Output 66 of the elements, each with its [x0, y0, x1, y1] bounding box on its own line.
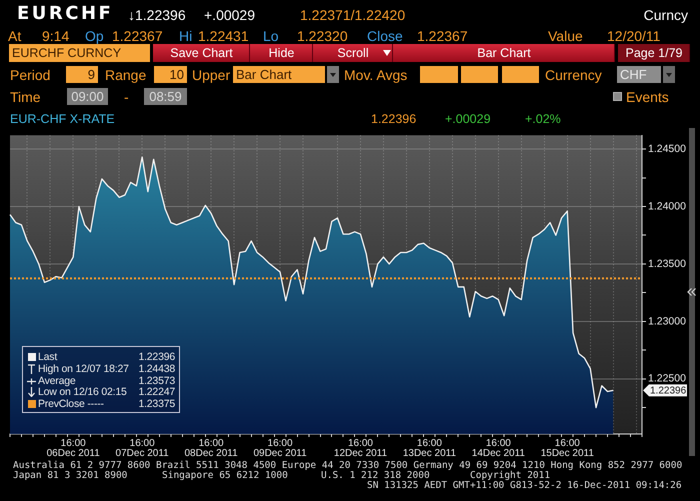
input-field: Bar Chart: [233, 66, 325, 83]
input-field: 08:59: [144, 88, 187, 105]
x-tick-label: 16:00 06Dec 2011: [46, 438, 100, 459]
text: 1.22396: [650, 386, 687, 397]
y-tick-label: 1.24500: [648, 142, 686, 155]
text: U.S. 1 212 318 2000: [321, 470, 430, 481]
annotation: High on 12/07 18:27: [38, 363, 129, 375]
text: Range: [105, 67, 146, 83]
text: +.00029: [204, 7, 255, 23]
annotation: 1.22396: [138, 351, 175, 363]
text: Time: [10, 89, 41, 105]
input-field: 9: [66, 66, 98, 83]
text: Upper: [192, 67, 230, 83]
text: Lo: [263, 28, 279, 44]
input-field: EURCHF CURNCY: [9, 44, 150, 62]
text: 1.22371/1.22420: [300, 7, 406, 23]
text: Value: [548, 28, 583, 44]
y-tick-label: 1.23000: [648, 315, 686, 328]
text: 1.22367: [417, 28, 468, 44]
x-tick-label: 16:00 15Dec 2011: [540, 438, 594, 459]
annotation: 1.23573: [138, 375, 175, 387]
text: Australia 61 2 9777 8600 Brazil 5511 3048 4500 Europe 44 20 7330 7500 Germany 49 69 9204 1210 Hong Kong 852 2977 6000: [13, 460, 682, 471]
y-tick-label: 1.23500: [648, 258, 686, 270]
chart-title: EUR-CHF X-RATE: [10, 112, 115, 126]
text: 1.22367: [112, 28, 163, 44]
text: Japan 81 3 3201 8900: [13, 470, 128, 481]
text: Op: [85, 28, 104, 44]
text: Mov. Avgs: [344, 67, 408, 83]
text: 1.22320: [297, 28, 348, 44]
x-tick-label: 16:00 13Dec 2011: [402, 438, 456, 459]
text: -: [124, 89, 129, 105]
y-tick-label: 1.22500: [648, 372, 686, 385]
annotation: 1.22247: [138, 386, 175, 398]
input-field: 10: [154, 66, 187, 83]
x-tick-label: 16:00 08Dec 2011: [184, 438, 238, 459]
text: Hi: [179, 28, 192, 44]
annotation: Average: [38, 375, 76, 387]
text: Copyright 2011: [470, 470, 550, 481]
annotation: 1.24438: [138, 363, 175, 375]
text: 9:14: [42, 28, 70, 44]
text: Singapore 65 6212 1000: [162, 470, 288, 481]
text: Period: [10, 67, 50, 83]
x-tick-label: 16:00 12Dec 2011: [334, 438, 388, 459]
text: +.02%: [525, 112, 561, 126]
text: Currency: [545, 67, 602, 83]
text: +.00029: [445, 112, 491, 126]
text: At: [8, 28, 22, 44]
x-tick-label: 16:00 07Dec 2011: [116, 438, 170, 459]
text: Curncy: [644, 7, 688, 23]
text: 12/20/11: [607, 28, 660, 44]
text: Close: [367, 28, 403, 44]
text: 1.22396: [371, 112, 416, 126]
annotation: Last: [38, 351, 58, 363]
legend-label: PrevClose -----: [38, 398, 104, 410]
input-field: 09:00: [67, 88, 108, 105]
text: EURCHF: [17, 3, 114, 24]
input-field: CHF: [617, 66, 661, 83]
y-tick-label: 1.24000: [648, 200, 686, 212]
text: ↓1.22396: [128, 7, 186, 23]
text: Events: [626, 89, 669, 105]
text: 1.22431: [198, 28, 249, 44]
x-tick-label: 16:00 09Dec 2011: [253, 438, 308, 459]
annotation: Low on 12/16 02:15: [38, 386, 127, 398]
x-tick-label: 16:00 14Dec 2011: [472, 438, 526, 459]
annotation: 1.23375: [138, 398, 175, 410]
text: SN 131325 AEDT GMT+11:00 G813-52-2 16-Dec-2011 09:14:26: [367, 480, 682, 491]
